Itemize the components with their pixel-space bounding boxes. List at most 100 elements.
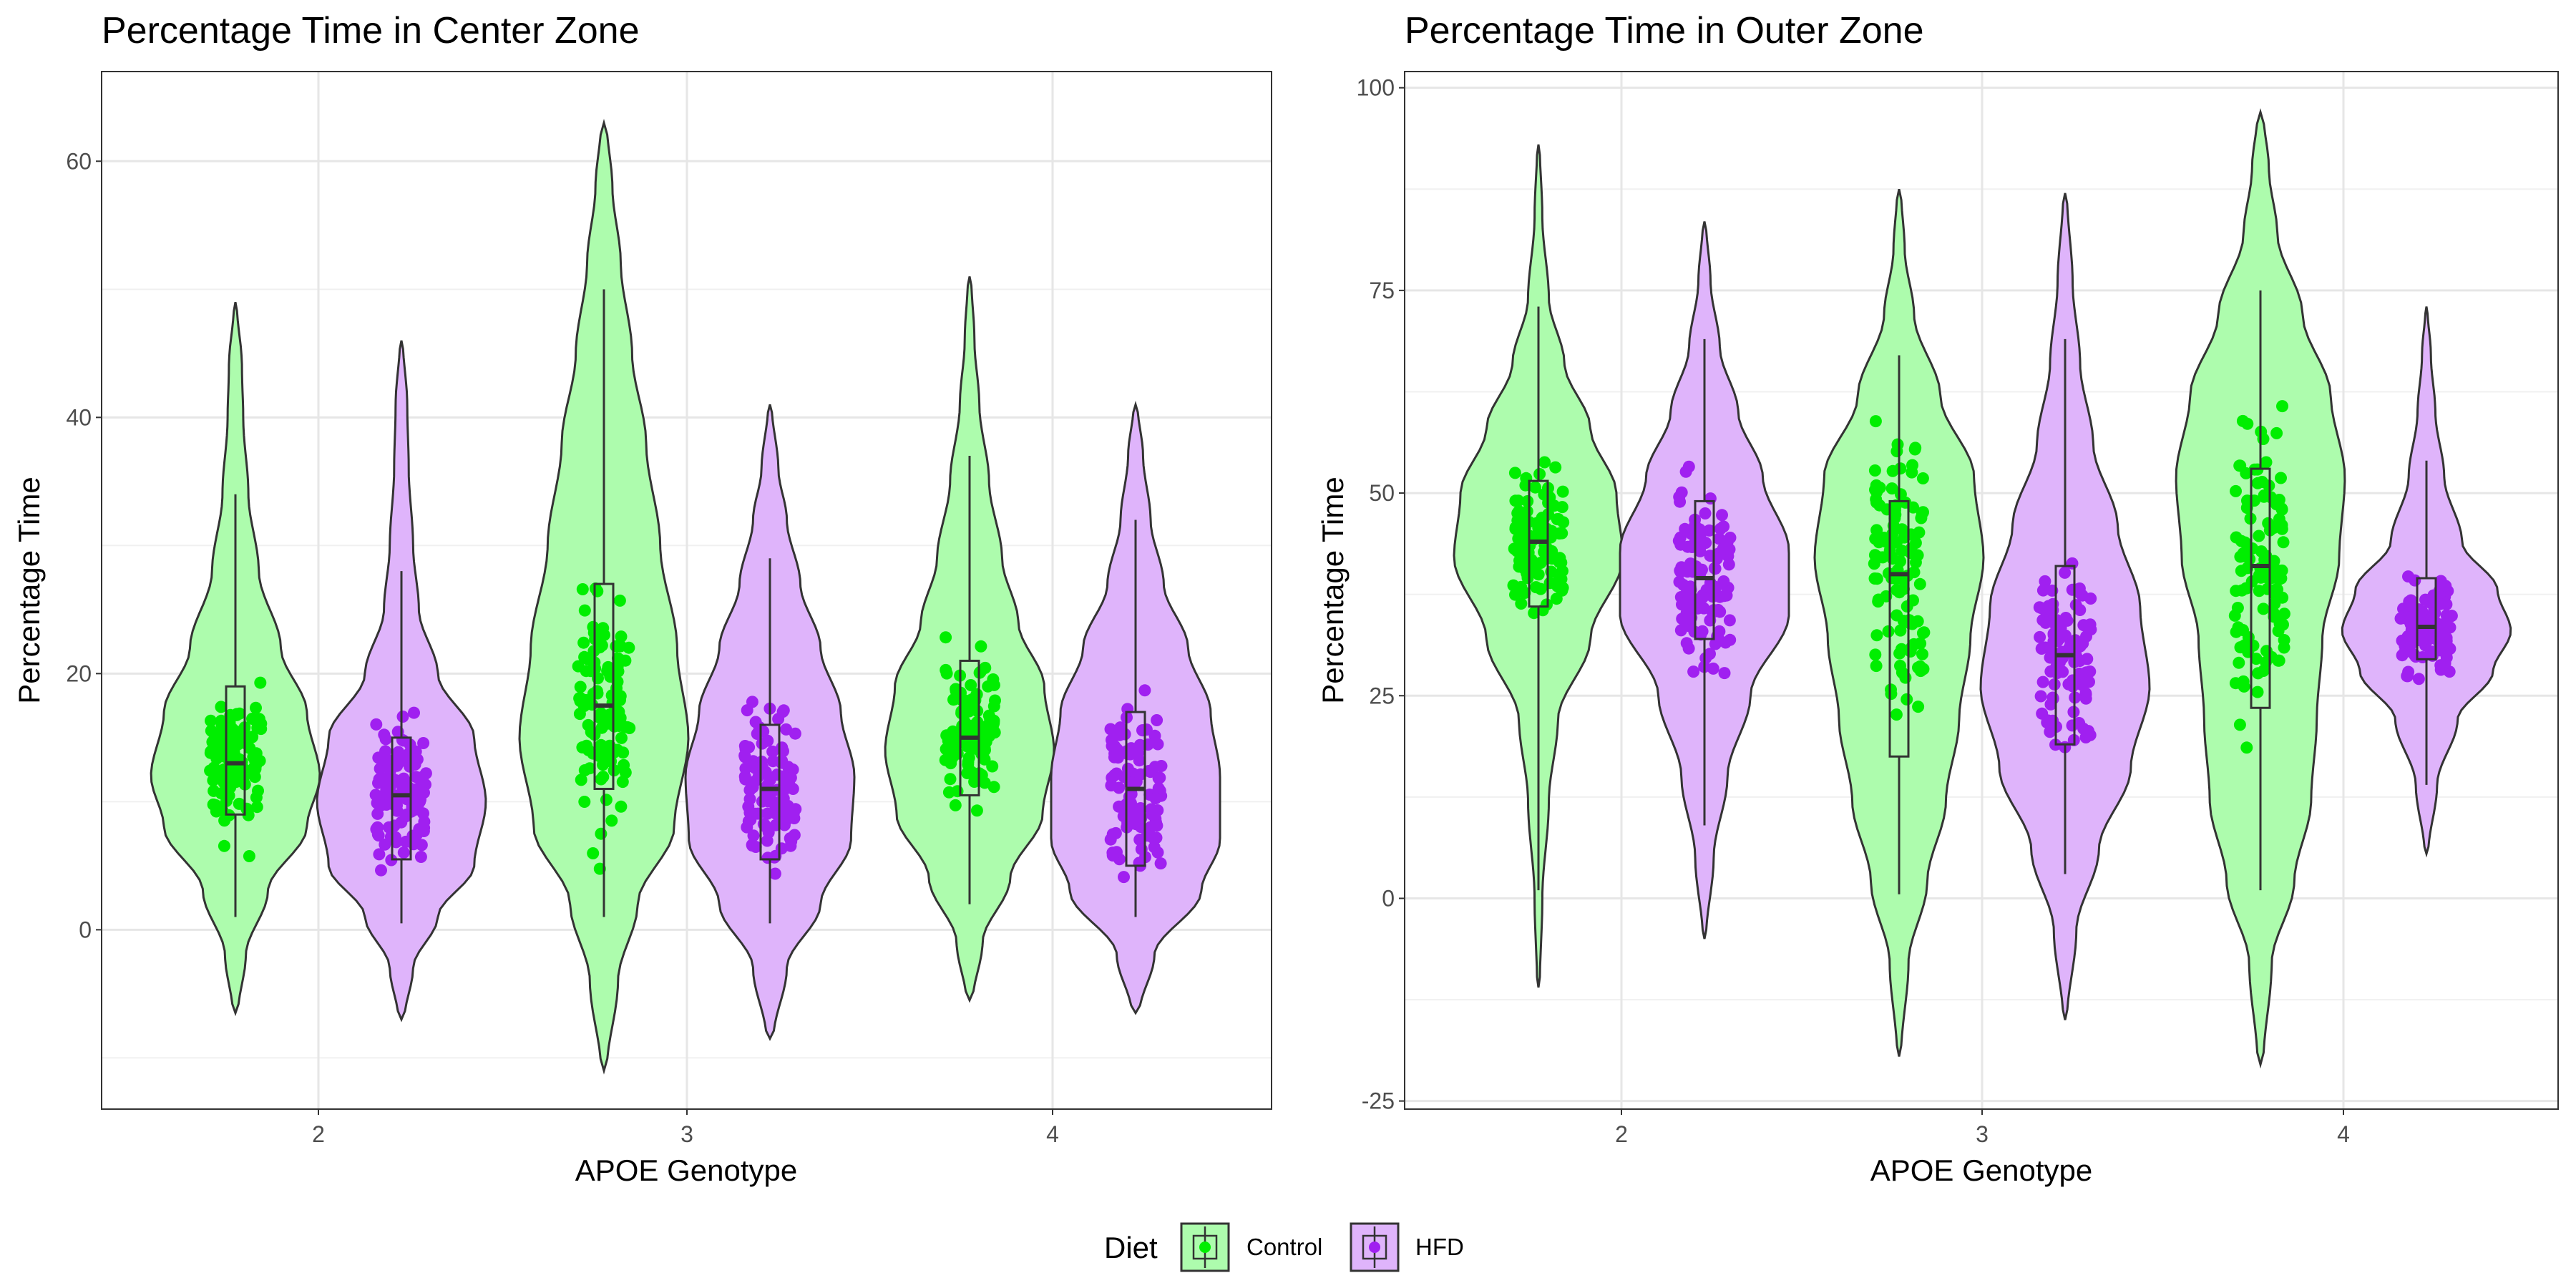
data-point bbox=[1870, 660, 1883, 673]
data-point bbox=[944, 773, 957, 786]
data-point bbox=[375, 864, 387, 877]
data-point bbox=[1886, 464, 1899, 477]
data-point bbox=[1913, 577, 1926, 590]
data-point bbox=[1118, 728, 1131, 741]
data-point bbox=[1876, 551, 1889, 564]
data-point bbox=[942, 786, 955, 799]
data-points bbox=[1507, 400, 2458, 754]
data-point bbox=[1121, 748, 1134, 761]
data-point bbox=[743, 806, 756, 819]
data-point bbox=[616, 776, 629, 789]
data-point bbox=[1886, 552, 1899, 565]
data-point bbox=[2240, 582, 2253, 595]
data-point bbox=[2409, 650, 2422, 663]
data-point bbox=[1682, 642, 1695, 655]
data-point bbox=[371, 821, 384, 834]
data-point bbox=[2079, 692, 2092, 705]
data-point bbox=[2082, 725, 2094, 738]
data-point bbox=[2439, 580, 2452, 592]
data-point bbox=[2084, 592, 2097, 605]
data-point bbox=[1515, 597, 1528, 610]
data-point bbox=[582, 718, 595, 731]
data-point bbox=[2238, 536, 2251, 549]
data-point bbox=[414, 794, 426, 806]
data-point bbox=[1908, 566, 1921, 579]
data-point bbox=[2077, 619, 2090, 632]
x-tick-labels: 2 3 4 bbox=[1615, 1109, 2350, 1147]
data-point bbox=[1723, 543, 1736, 556]
data-point bbox=[2275, 503, 2288, 516]
data-point bbox=[2036, 707, 2049, 720]
data-point bbox=[595, 827, 608, 840]
grid bbox=[102, 72, 1272, 1109]
data-point bbox=[758, 820, 771, 833]
data-point bbox=[1513, 560, 1526, 573]
data-point bbox=[775, 842, 788, 855]
panel-title: Percentage Time in Outer Zone bbox=[1405, 10, 1924, 52]
data-point bbox=[1869, 648, 1882, 661]
y-tick-label: 50 bbox=[1369, 480, 1395, 506]
data-point bbox=[1141, 829, 1153, 842]
data-point bbox=[1674, 565, 1687, 578]
data-point bbox=[1697, 591, 1709, 604]
data-point bbox=[980, 736, 992, 748]
data-point bbox=[2237, 624, 2249, 636]
data-point bbox=[611, 660, 624, 673]
data-point bbox=[967, 741, 980, 753]
data-point bbox=[1870, 629, 1883, 642]
data-point bbox=[369, 789, 382, 801]
data-point bbox=[2269, 583, 2281, 596]
data-point bbox=[615, 630, 628, 643]
data-point bbox=[1916, 648, 1928, 660]
data-point bbox=[1104, 833, 1117, 846]
x-tick-label: 2 bbox=[1615, 1121, 1628, 1147]
data-point bbox=[2271, 612, 2284, 625]
data-point bbox=[572, 660, 585, 673]
data-point bbox=[578, 604, 591, 617]
data-point bbox=[2251, 477, 2264, 489]
data-point bbox=[215, 701, 228, 713]
x-tick-label: 2 bbox=[312, 1121, 325, 1147]
data-point bbox=[1507, 579, 1520, 592]
data-point bbox=[1896, 666, 1908, 679]
data-point bbox=[2253, 585, 2265, 597]
data-point bbox=[1521, 572, 1534, 585]
data-point bbox=[2260, 456, 2273, 469]
data-point bbox=[1903, 617, 1916, 630]
data-point bbox=[1125, 776, 1138, 789]
legend-key-hfd bbox=[1350, 1222, 1400, 1272]
data-point bbox=[789, 727, 801, 740]
data-point bbox=[1674, 538, 1687, 551]
data-point bbox=[1512, 532, 1525, 545]
data-point bbox=[230, 776, 243, 789]
data-point bbox=[581, 653, 593, 665]
data-point bbox=[987, 781, 1000, 794]
data-point bbox=[1870, 496, 1883, 509]
data-point bbox=[1718, 667, 1731, 680]
data-point bbox=[1914, 637, 1927, 650]
data-point bbox=[1917, 506, 1929, 519]
legend: Diet Control HFD bbox=[1104, 1222, 1464, 1272]
data-point bbox=[2276, 591, 2289, 604]
box-iqr bbox=[225, 685, 246, 816]
data-point bbox=[215, 787, 228, 800]
data-point bbox=[2402, 665, 2415, 678]
data-point bbox=[252, 784, 264, 797]
data-point bbox=[940, 631, 952, 644]
violin-hfd-4 bbox=[2341, 306, 2512, 858]
data-point bbox=[575, 774, 587, 786]
data-point bbox=[1703, 524, 1716, 537]
data-point bbox=[1154, 857, 1167, 870]
data-point bbox=[747, 829, 760, 842]
x-tick-label: 4 bbox=[1046, 1121, 1059, 1147]
data-point bbox=[771, 769, 784, 781]
data-point bbox=[775, 756, 788, 769]
data-point bbox=[1875, 533, 1888, 546]
data-point bbox=[761, 795, 774, 808]
data-point bbox=[605, 814, 618, 827]
data-point bbox=[2409, 574, 2421, 587]
y-tick-labels: 0 20 40 60 bbox=[66, 148, 102, 942]
data-point bbox=[218, 839, 230, 852]
legend-point bbox=[1369, 1241, 1380, 1253]
y-axis-label: Percentage Time bbox=[12, 477, 46, 704]
